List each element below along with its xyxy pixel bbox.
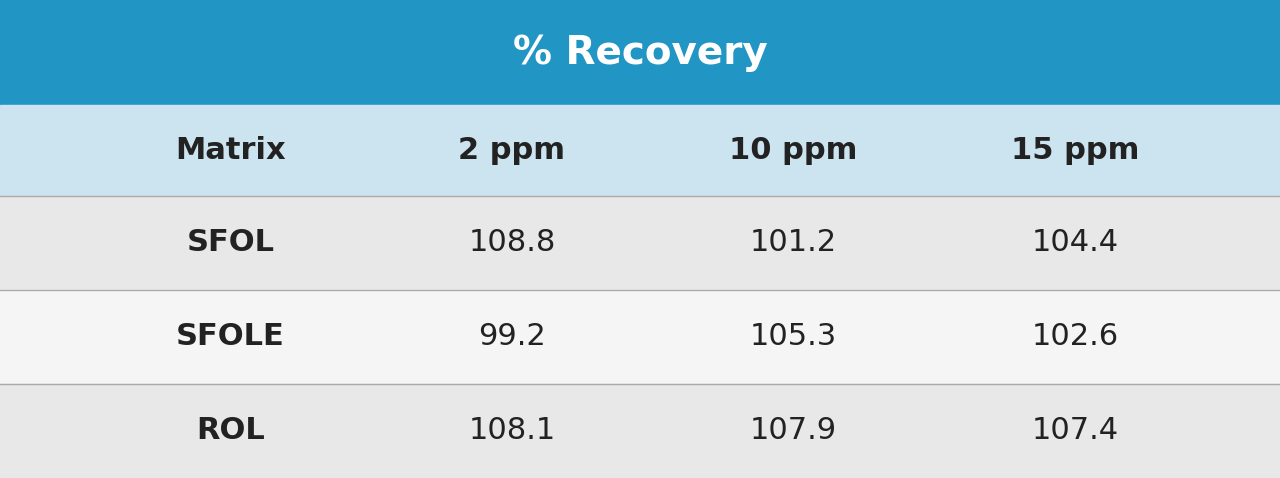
Bar [0, 105, 1280, 196]
Bar [0, 196, 1280, 290]
Text: 10 ppm: 10 ppm [730, 136, 858, 165]
Bar [0, 290, 1280, 384]
Text: 101.2: 101.2 [750, 228, 837, 258]
Text: Matrix: Matrix [175, 136, 285, 165]
Text: 2 ppm: 2 ppm [458, 136, 566, 165]
Bar [0, 0, 1280, 105]
Text: 105.3: 105.3 [750, 323, 837, 351]
Text: ROL: ROL [196, 416, 265, 445]
Text: % Recovery: % Recovery [512, 33, 768, 72]
Text: 107.9: 107.9 [750, 416, 837, 445]
Text: 107.4: 107.4 [1032, 416, 1119, 445]
Text: SFOL: SFOL [187, 228, 274, 258]
Text: 99.2: 99.2 [479, 323, 545, 351]
Text: 104.4: 104.4 [1032, 228, 1119, 258]
Bar [0, 384, 1280, 478]
Text: SFOLE: SFOLE [177, 323, 284, 351]
Text: 108.1: 108.1 [468, 416, 556, 445]
Text: 15 ppm: 15 ppm [1011, 136, 1139, 165]
Text: 108.8: 108.8 [468, 228, 556, 258]
Text: 102.6: 102.6 [1032, 323, 1119, 351]
